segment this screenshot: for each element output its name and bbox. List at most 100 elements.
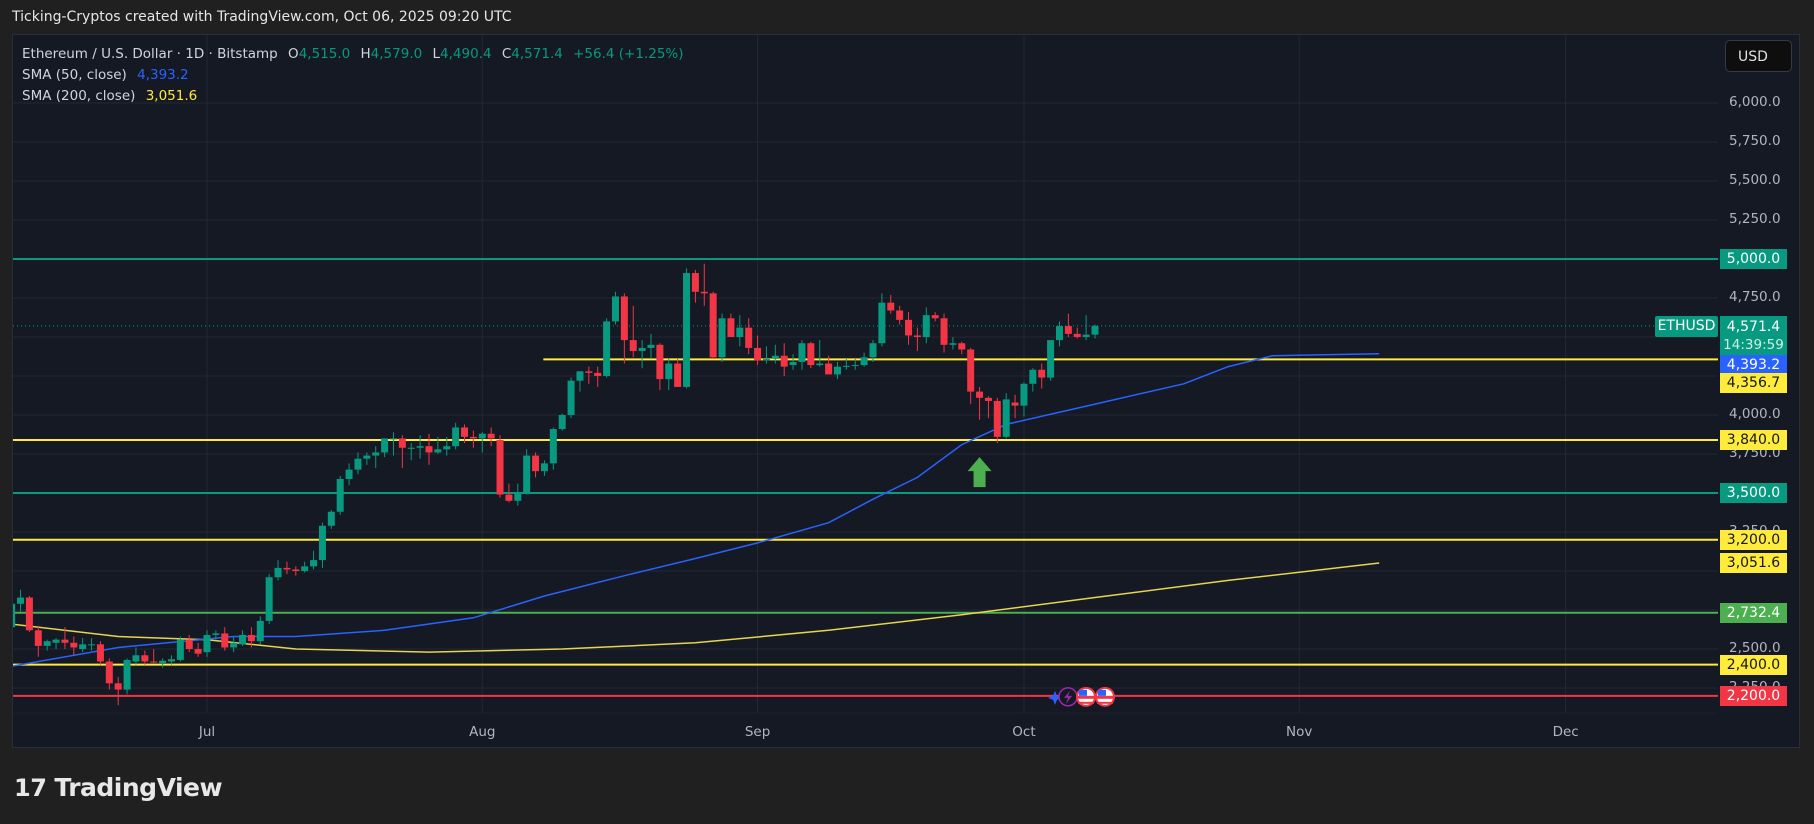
candle — [310, 550, 318, 570]
candle — [105, 658, 113, 690]
candle — [212, 630, 220, 640]
candle — [301, 561, 309, 573]
candle — [896, 305, 904, 325]
candle — [318, 522, 326, 568]
candle — [1055, 321, 1063, 347]
candle — [274, 560, 282, 581]
candle — [1064, 313, 1072, 338]
candle — [52, 638, 60, 650]
candle — [540, 460, 548, 476]
candle — [514, 483, 522, 506]
sma50-label: SMA (50, close) — [22, 67, 127, 83]
candle — [594, 366, 602, 387]
candle — [905, 312, 913, 345]
currency-button[interactable]: USD — [1725, 40, 1792, 72]
bar-countdown: 14:39:59 — [1723, 337, 1784, 353]
price-tick-label: 5,250.0 — [1729, 210, 1781, 227]
candle — [913, 327, 921, 352]
last-price: 4,571.4 — [1726, 319, 1781, 335]
price-tick-label: 4,000.0 — [1729, 406, 1781, 422]
candle — [478, 432, 486, 453]
candle — [931, 312, 939, 322]
legend-sma50-row[interactable]: SMA (50, close) 4,393.2 — [22, 65, 684, 86]
sma50-value: 4,393.2 — [137, 67, 189, 83]
candle — [762, 346, 770, 364]
tradingview-wordmark: TradingView — [54, 773, 223, 802]
high-label: H — [360, 46, 371, 62]
sma200-label: SMA (200, close) — [22, 88, 136, 104]
us-flag-event-icon — [1095, 686, 1115, 707]
open-label: O — [288, 46, 299, 62]
candle — [1020, 382, 1028, 417]
candle — [61, 627, 69, 650]
candle — [620, 293, 628, 364]
candle — [247, 627, 255, 648]
candle — [700, 263, 708, 306]
candle — [461, 424, 469, 444]
time-tick-label: Aug — [469, 724, 496, 740]
candle — [683, 268, 691, 389]
candle — [372, 446, 380, 469]
level-price-tag: 2,400.0 — [1720, 654, 1787, 675]
sma200-price-tag: 3,051.6 — [1720, 552, 1787, 573]
time-tick-label: Dec — [1552, 724, 1579, 740]
candle — [1082, 315, 1090, 341]
candle — [745, 318, 753, 355]
time-tick-label: Nov — [1286, 724, 1313, 740]
candle — [292, 566, 300, 576]
candle — [496, 435, 504, 498]
candle — [487, 427, 495, 447]
candle — [718, 313, 726, 362]
candle — [611, 291, 619, 325]
candle — [585, 366, 593, 384]
time-tick-label: Sep — [744, 724, 771, 740]
level-price-tag: 2,732.4 — [1720, 602, 1787, 623]
tradingview-logo[interactable]: 𝟭𝟳 TradingView — [14, 773, 223, 802]
candle — [691, 269, 699, 303]
chart-credit: Ticking-Cryptos created with TradingView… — [12, 9, 512, 25]
candle — [780, 343, 788, 377]
candle — [638, 340, 646, 369]
sma200-value: 3,051.6 — [145, 88, 198, 104]
candle — [88, 638, 96, 651]
sparkle-event-icon — [1048, 690, 1062, 705]
candle — [1091, 324, 1099, 339]
candle — [736, 315, 744, 347]
candle — [141, 650, 149, 665]
candle — [283, 561, 291, 575]
candle — [159, 658, 167, 668]
candle — [230, 636, 238, 653]
candle — [1029, 368, 1037, 392]
candle — [43, 639, 51, 651]
candle — [345, 463, 353, 486]
candle — [967, 347, 975, 405]
low-value: 4,490.4 — [440, 46, 492, 62]
candle — [167, 655, 175, 665]
candle — [771, 344, 779, 364]
candle — [123, 658, 131, 695]
candle — [647, 333, 655, 359]
time-tick-label: Oct — [1012, 724, 1036, 740]
symbol-description: Ethereum / U.S. Dollar · 1D · Bitstamp — [22, 46, 278, 62]
candle — [878, 293, 886, 347]
close-label: C — [501, 46, 512, 62]
legend-symbol-row[interactable]: Ethereum / U.S. Dollar · 1D · Bitstamp O… — [22, 44, 684, 65]
candle — [949, 337, 957, 350]
candle — [1047, 340, 1055, 381]
candle — [70, 636, 78, 656]
high-value: 4,579.0 — [370, 46, 423, 62]
legend-sma200-row[interactable]: SMA (200, close) 3,051.6 — [22, 86, 684, 107]
price-tick-label: 5,750.0 — [1729, 132, 1781, 149]
candle — [1038, 363, 1046, 389]
candle — [940, 313, 948, 353]
close-value: 4,571.4 — [511, 46, 563, 62]
candle — [381, 438, 389, 458]
candle — [674, 358, 682, 387]
candle — [754, 335, 762, 366]
candle — [363, 452, 371, 465]
chart-frame[interactable] — [12, 34, 1800, 748]
price-tick-label: 5,500.0 — [1729, 171, 1781, 188]
level-price-tag: 3,840.0 — [1720, 429, 1787, 450]
candle — [532, 452, 540, 478]
